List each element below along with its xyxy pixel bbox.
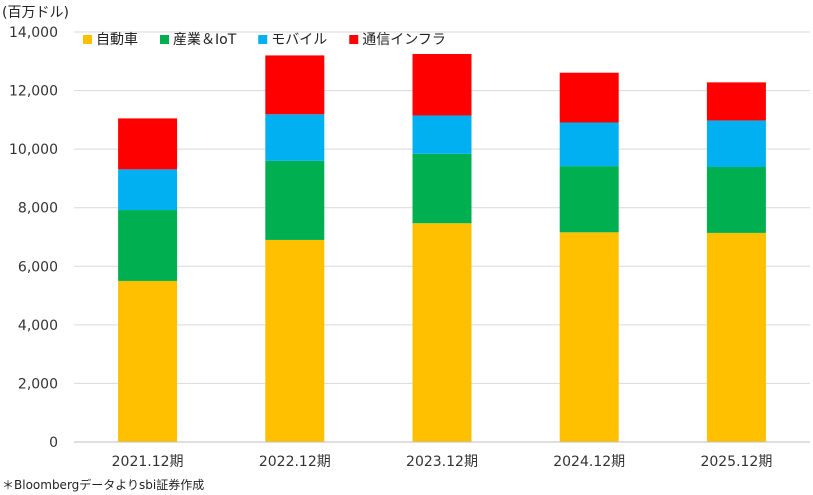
bar-segment (265, 239, 325, 442)
y-tick-label: 10,000 (9, 142, 58, 158)
legend-item: モバイル (258, 32, 327, 48)
axes: 0 2,000 4,000 6,000 8,000 10,000 12,000 14,000 2… (9, 25, 810, 470)
y-tick-label: 4,000 (18, 318, 58, 334)
bar-segment (265, 114, 325, 161)
bar-segment (559, 72, 619, 123)
y-tick-label: 2,000 (18, 376, 58, 392)
legend-item: 産業＆IoT (160, 32, 237, 48)
bar-segment (706, 167, 766, 233)
y-tick-label: 12,000 (9, 84, 58, 100)
bar-segment (265, 55, 325, 115)
bar-segment (706, 82, 766, 121)
legend-label: 自動車 (96, 31, 138, 48)
bar-segment (118, 169, 178, 211)
legend-swatch (349, 35, 359, 44)
bar-segment (559, 122, 619, 167)
bar-segment (118, 210, 178, 281)
legend-item: 自動車 (83, 31, 138, 48)
legend-label: 通信インフラ (362, 32, 446, 48)
source-note: ＊Bloombergデータよりsbi証券作成 (2, 478, 205, 492)
unit-label: (百万ドル) (2, 5, 69, 21)
legend-label: モバイル (271, 32, 327, 48)
bar-segment (412, 53, 472, 116)
x-tick-label: 2024.12期 (553, 454, 625, 470)
x-tick-label: 2023.12期 (406, 454, 478, 470)
bar-segment (412, 153, 472, 224)
x-tick-label: 2022.12期 (259, 454, 331, 470)
x-tick-label: 2021.12期 (112, 454, 184, 470)
legend-swatch (83, 35, 92, 44)
legend-item: 通信インフラ (349, 32, 446, 48)
bar-segment (118, 118, 178, 170)
bar-segment (559, 232, 619, 442)
bar-segment (412, 115, 472, 154)
bar-segment (559, 166, 619, 233)
y-tick-label: 0 (49, 435, 58, 451)
legend-swatch (160, 35, 169, 44)
bar-segment (412, 223, 472, 442)
y-tick-label: 8,000 (18, 201, 58, 217)
x-tick-label: 2025.12期 (700, 454, 772, 470)
legend: 自動車 産業＆IoT モバイル 通信インフラ (83, 31, 446, 48)
legend-label: 産業＆IoT (173, 32, 237, 48)
y-tick-label: 14,000 (9, 25, 58, 41)
bar-segment (706, 120, 766, 168)
bar-segment (706, 232, 766, 442)
bar-segment (265, 160, 325, 240)
y-tick-label: 6,000 (18, 259, 58, 275)
bar-segment (118, 280, 178, 442)
bars (118, 53, 766, 442)
legend-swatch (258, 35, 268, 44)
